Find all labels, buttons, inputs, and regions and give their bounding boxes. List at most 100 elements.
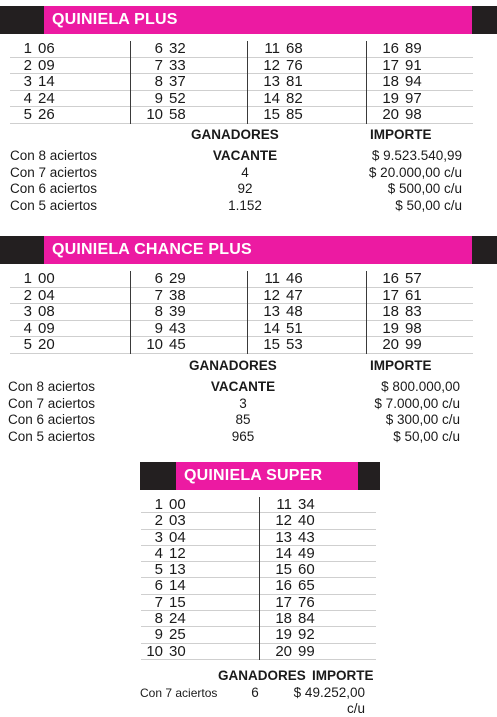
number-row: 2 04 [10, 287, 130, 305]
drawn-number: 00 [169, 496, 186, 513]
draw-position: 19 [382, 89, 399, 107]
drawn-number: 14 [169, 577, 186, 595]
drawn-number: 33 [169, 56, 186, 74]
drawn-number: 14 [38, 73, 55, 91]
draw-position: 6 [154, 270, 163, 287]
draw-position: 16 [382, 270, 399, 287]
drawn-number: 91 [405, 56, 422, 74]
draw-position: 5 [23, 106, 32, 124]
number-row: 4 12 [141, 544, 259, 563]
number-row: 4 24 [10, 91, 130, 108]
hits-label: Con 7 aciertos [140, 686, 218, 700]
number-row: 18 83 [367, 304, 473, 321]
drawn-number: 29 [169, 270, 186, 287]
number-row: 5 13 [141, 562, 259, 579]
section-title: QUINIELA SUPER PLUS [176, 462, 358, 512]
drawn-number: 40 [298, 512, 315, 530]
numbers-column: 16 89 17 91 18 94 19 97 20 98 [366, 41, 473, 124]
drawn-number: 99 [298, 642, 315, 660]
winners-count: VACANTE [210, 379, 276, 394]
draw-position: 13 [263, 303, 280, 321]
number-row: 19 92 [260, 626, 376, 644]
number-row: 20 99 [367, 337, 473, 354]
drawn-number: 83 [405, 303, 422, 321]
draw-position: 2 [23, 56, 32, 74]
number-row: 8 24 [141, 611, 259, 628]
number-row: 17 61 [367, 287, 473, 305]
draw-position: 10 [146, 336, 163, 354]
number-row: 6 14 [141, 577, 259, 595]
draw-position: 1 [154, 496, 163, 513]
drawn-number: 48 [286, 303, 303, 321]
number-row: 9 25 [141, 626, 259, 644]
number-row: 4 09 [10, 321, 130, 338]
drawn-number: 98 [405, 319, 422, 337]
hits-label: Con 6 aciertos [10, 181, 98, 196]
drawn-number: 81 [286, 73, 303, 91]
number-row: 19 97 [367, 91, 473, 108]
winners-header: GANADORES [191, 127, 279, 142]
drawn-number: 46 [286, 270, 303, 287]
draw-position: 18 [382, 303, 399, 321]
amount-header: IMPORTE [312, 668, 374, 683]
numbers-column: 16 57 17 61 18 83 19 98 20 99 [366, 271, 473, 354]
drawn-number: 09 [38, 56, 55, 74]
winners-row: Con 5 aciertos 1.152 $ 50,00 c/u [10, 198, 465, 214]
number-row: 18 84 [260, 610, 376, 628]
hits-label: Con 8 aciertos [8, 379, 96, 394]
numbers-column: 1 00 2 03 3 04 4 12 5 13 6 14 7 15 8 24 9 25 10 30 [141, 497, 259, 660]
draw-position: 11 [264, 270, 280, 287]
drawn-number: 98 [405, 106, 422, 124]
number-row: 14 51 [248, 321, 366, 338]
drawn-number: 51 [286, 319, 303, 337]
amount-header: IMPORTE [370, 127, 432, 142]
drawn-number: 84 [298, 610, 315, 628]
number-row: 5 26 [10, 107, 130, 124]
drawn-number: 15 [169, 593, 186, 611]
prize-amount: $ 800.000,00 [381, 379, 460, 394]
drawn-number: 03 [169, 512, 186, 530]
drawn-number: 82 [286, 89, 303, 107]
draw-position: 15 [263, 336, 280, 354]
draw-position: 19 [275, 626, 292, 644]
number-row: 9 52 [131, 91, 247, 108]
winners-header: GANADORES [218, 668, 306, 683]
draw-position: 17 [275, 593, 292, 611]
draw-position: 12 [263, 286, 280, 304]
winners-table: GANADORES IMPORTE Con 8 aciertos VACANTE $… [8, 358, 463, 448]
drawn-number: 25 [169, 626, 186, 644]
drawn-number: 12 [169, 544, 186, 562]
drawn-number: 39 [169, 303, 186, 321]
drawn-number: 65 [298, 577, 315, 595]
draw-position: 7 [154, 286, 163, 304]
number-row: 14 82 [248, 91, 366, 108]
number-row: 3 04 [141, 529, 259, 546]
winners-count: 4 [241, 164, 249, 180]
draw-position: 10 [146, 642, 163, 660]
number-row: 16 65 [260, 577, 376, 595]
numbers-column: 11 34 12 40 13 43 14 49 15 60 16 65 17 76 18 84 19 92 20 99 [259, 497, 376, 660]
drawn-number: 38 [169, 286, 186, 304]
winners-table: GANADORES IMPORTE Con 7 aciertos 6 $ 49.25… [140, 668, 374, 716]
drawn-number: 53 [286, 336, 303, 354]
winners-count: 3 [239, 395, 247, 411]
draw-position: 4 [23, 89, 32, 107]
number-row: 10 30 [141, 642, 259, 660]
drawn-number: 34 [298, 496, 315, 513]
drawn-number: 97 [405, 89, 422, 107]
draw-position: 11 [276, 496, 292, 513]
winners-count: 965 [231, 428, 255, 444]
draw-position: 14 [263, 89, 280, 107]
winners-count: 92 [237, 181, 253, 196]
draw-position: 1 [23, 270, 32, 287]
drawn-number: 00 [38, 270, 55, 287]
drawn-number: 68 [286, 40, 303, 57]
draw-position: 9 [154, 319, 163, 337]
prize-amount: $ 9.523.540,99 [371, 148, 462, 163]
prize-amount: $ 20.000,00 c/u [368, 164, 462, 180]
section-header: QUINIELA CHANCE PLUS [0, 236, 497, 264]
number-row: 13 81 [248, 74, 366, 91]
drawn-number: 26 [38, 106, 55, 124]
winners-count: 1.152 [228, 197, 262, 213]
winners-row: Con 7 aciertos 3 $ 7.000,00 c/u [8, 396, 463, 412]
